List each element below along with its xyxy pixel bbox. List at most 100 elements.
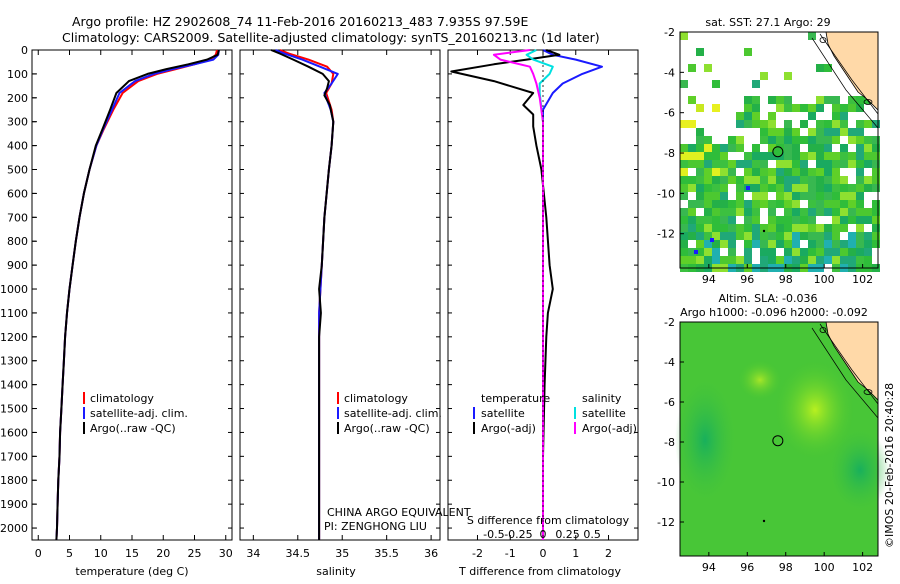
sst-cell: [856, 192, 864, 200]
sst-cell: [752, 176, 760, 184]
sst-cell: [696, 168, 704, 176]
sst-cell: [824, 96, 832, 104]
sst-cell: [832, 200, 840, 208]
bathymetry-contour: [811, 37, 879, 129]
sst-cell: [744, 216, 752, 224]
sst-cell: [784, 224, 792, 232]
sst-cell: [872, 144, 880, 152]
sst-cell: [824, 256, 832, 264]
sst-cell: [784, 248, 792, 256]
sst-cell: [704, 168, 712, 176]
x-tick-label: 30: [219, 547, 233, 560]
depth-tick-label: 1800: [0, 474, 28, 487]
difference-legend: temperature satellite Argo(-adj) salinit…: [473, 392, 637, 435]
sst-cell: [736, 224, 744, 232]
sst-cell: [720, 160, 728, 168]
sst-cell: [768, 136, 776, 144]
sst-cell: [736, 120, 744, 128]
sst-cell: [712, 232, 720, 240]
sst-cell: [768, 144, 776, 152]
x-tick-label: 15: [125, 547, 139, 560]
sst-cell: [696, 48, 704, 56]
sst-cell: [856, 200, 864, 208]
sst-cell: [704, 144, 712, 152]
x-tick-label: 35: [335, 547, 349, 560]
depth-tick-label: 500: [7, 164, 28, 177]
sst-cell: [760, 168, 768, 176]
sst-cell: [864, 144, 872, 152]
sst-cell: [808, 104, 816, 112]
sst-cell: [704, 224, 712, 232]
sst-cell: [800, 248, 808, 256]
sst-cell: [744, 240, 752, 248]
sst-cell: [728, 200, 736, 208]
sst-cell: [800, 104, 808, 112]
sst-cell: [760, 240, 768, 248]
sst-cell: [808, 32, 816, 40]
sst-cell: [680, 192, 688, 200]
sst-cell: [784, 184, 792, 192]
sst-cell: [768, 248, 776, 256]
sst-cell: [680, 224, 688, 232]
argo-float-marker: [772, 146, 784, 158]
difference-plot: -2 -1 0 1 2 -0.5 -0.25 0 0.25 0.5: [448, 49, 638, 560]
sst-cell: [864, 216, 872, 224]
sst-cell: [768, 232, 776, 240]
sst-cell: [848, 160, 856, 168]
sst-cell: [848, 200, 856, 208]
sst-cell: [784, 136, 792, 144]
depth-tick-label: 1300: [0, 355, 28, 368]
sst-cell: [808, 240, 816, 248]
sst-cell: [872, 216, 880, 224]
sst-cell: [784, 120, 792, 128]
sst-cell: [776, 256, 784, 264]
credit-label: ©IMOS 20-Feb-2016 20:40:28: [883, 383, 896, 548]
sst-cell: [704, 216, 712, 224]
sst-cell: [736, 232, 744, 240]
map-x-tick-label: 94: [702, 561, 716, 574]
sst-cell: [824, 168, 832, 176]
sst-cell: [696, 128, 704, 136]
depth-tick-label: 100: [7, 68, 28, 81]
sst-cell: [856, 104, 864, 112]
sst-cell: [808, 232, 816, 240]
sst-cell: [768, 176, 776, 184]
sst-cell: [792, 136, 800, 144]
sst-cell: [816, 144, 824, 152]
sst-cell: [680, 232, 688, 240]
sst-cell: [728, 144, 736, 152]
sst-cell: [864, 248, 872, 256]
sst-cell: [696, 192, 704, 200]
sst-cell: [832, 224, 840, 232]
sst-cell: [848, 192, 856, 200]
sst-cell: [816, 136, 824, 144]
sst-cell: [784, 72, 792, 80]
sst-cell: [760, 152, 768, 160]
sst-cell: [768, 256, 776, 264]
sst-cell: [832, 112, 840, 120]
sst-cell: [680, 168, 688, 176]
sst-cell: [824, 120, 832, 128]
depth-tick-label: 0: [21, 44, 28, 57]
legend-s-argo: Argo(-adj): [582, 422, 637, 435]
sst-cell: [816, 184, 824, 192]
sst-cell: [856, 208, 864, 216]
legend-argo: Argo(..raw -QC): [344, 422, 430, 435]
bathymetry-contour: [819, 323, 879, 405]
sst-cell: [728, 168, 736, 176]
sst-cell: [864, 152, 872, 160]
sst-cell: [710, 238, 714, 242]
sst-cell: [768, 184, 776, 192]
sst-cell: [832, 176, 840, 184]
sst-cell: [784, 104, 792, 112]
sst-cell: [816, 168, 824, 176]
sst-cell: [720, 224, 728, 232]
legend-satellite: satellite-adj. clim.: [344, 407, 442, 420]
sst-cell: [768, 240, 776, 248]
salinity-xlabel: salinity: [316, 565, 356, 578]
sst-cell: [712, 192, 720, 200]
legend-argo: Argo(..raw -QC): [90, 422, 176, 435]
sst-cell: [744, 200, 752, 208]
x-tick-label: 10: [94, 547, 108, 560]
sst-cell: [808, 216, 816, 224]
